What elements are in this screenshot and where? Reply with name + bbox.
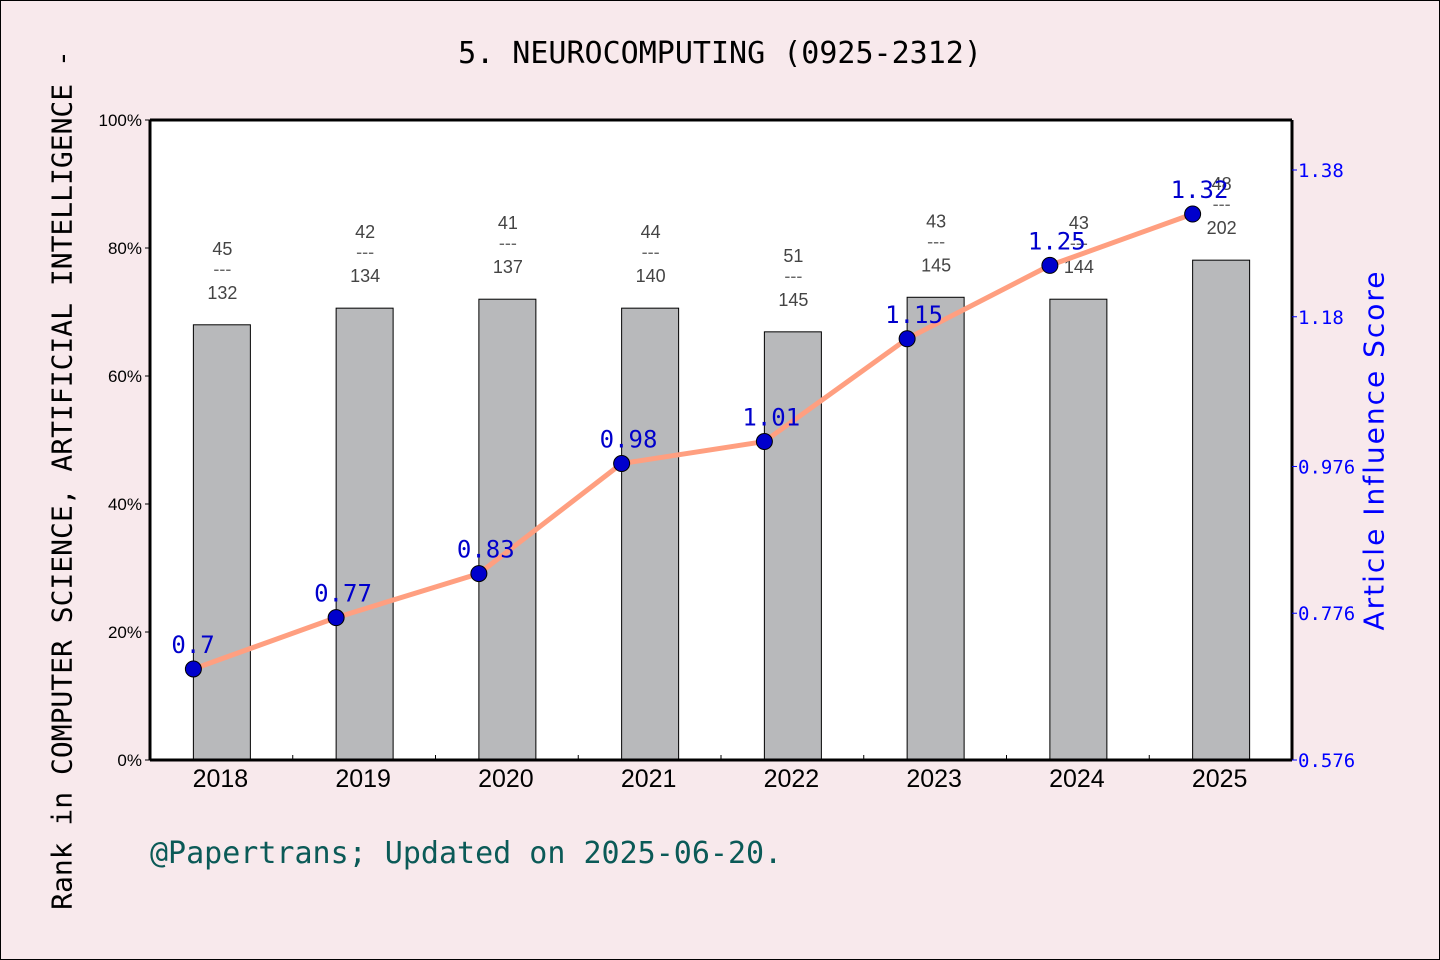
total-label: 134 — [350, 266, 380, 286]
ais-value-label: 0.98 — [600, 426, 658, 454]
right-tick-label: 1.18 — [1298, 307, 1344, 329]
ais-marker — [613, 455, 631, 473]
x-tick-label: 2022 — [764, 765, 820, 793]
x-tick-label: 2023 — [906, 765, 962, 793]
left-tick-label: 0% — [117, 751, 142, 770]
left-tick-label: 40% — [108, 495, 142, 514]
bar-2024 — [1049, 298, 1108, 761]
x-tick-label: 2024 — [1049, 765, 1105, 793]
rank-label: 48 — [1212, 174, 1232, 194]
rank-label: 41 — [498, 213, 518, 233]
rank-label: 51 — [783, 246, 803, 266]
left-tick-label: 60% — [108, 367, 142, 386]
right-tick-label: 1.38 — [1298, 160, 1344, 182]
total-label: 145 — [921, 255, 951, 275]
right-tick-label: 0.976 — [1298, 456, 1355, 478]
ais-value-label: 0.83 — [457, 536, 515, 564]
bar-2019 — [335, 307, 394, 761]
rank-divider: --- — [927, 231, 945, 251]
ais-marker — [184, 660, 202, 678]
chart-title: 5. NEUROCOMPUTING (0925-2312) — [458, 36, 982, 71]
ais-value-label: 1.01 — [742, 404, 800, 432]
left-tick-label: 20% — [108, 623, 142, 642]
left-tick-label: 100% — [99, 111, 142, 130]
plot-area — [150, 120, 1292, 760]
x-tick-label: 2025 — [1192, 765, 1248, 793]
ais-marker — [1184, 205, 1202, 223]
total-label: 137 — [493, 257, 523, 277]
rank-divider: --- — [1070, 233, 1088, 253]
rank-divider: --- — [1213, 194, 1231, 214]
total-label: 144 — [1064, 257, 1094, 277]
footer-credit: @Papertrans; Updated on 2025-06-20. — [150, 836, 783, 871]
bar-2023 — [906, 296, 965, 761]
ais-value-label: 0.77 — [314, 580, 372, 608]
total-label: 202 — [1207, 218, 1237, 238]
x-tick-label: 2020 — [478, 765, 534, 793]
total-label: 132 — [207, 283, 237, 303]
ais-value-label: 0.7 — [171, 631, 214, 659]
rank-label: 43 — [1069, 213, 1089, 233]
rank-divider: --- — [213, 259, 231, 279]
bar-2021 — [621, 307, 680, 761]
bar-2025 — [1192, 259, 1251, 761]
ais-marker — [755, 433, 773, 451]
rank-divider: --- — [642, 242, 660, 262]
total-label: 145 — [778, 290, 808, 310]
x-tick-label: 2019 — [335, 765, 391, 793]
right-tick-label: 0.776 — [1298, 603, 1355, 625]
ais-marker — [470, 565, 488, 583]
bar-2020 — [478, 298, 537, 761]
rank-label: 45 — [212, 239, 232, 259]
bar-2022 — [763, 331, 822, 761]
ais-marker — [1041, 256, 1059, 274]
right-tick-label: 0.576 — [1298, 750, 1355, 772]
rank-label: 42 — [355, 222, 375, 242]
rank-divider: --- — [356, 242, 374, 262]
ais-marker — [327, 609, 345, 627]
ais-line — [192, 211, 1194, 672]
ais-value-label: 1.15 — [885, 301, 943, 329]
x-tick-label: 2021 — [621, 765, 677, 793]
bar-2018 — [192, 324, 251, 761]
ais-value-label: 1.32 — [1171, 176, 1229, 204]
rank-label: 44 — [641, 222, 661, 242]
rank-divider: --- — [499, 233, 517, 253]
left-tick-label: 80% — [108, 239, 142, 258]
ais-value-label: 1.25 — [1028, 227, 1086, 255]
x-tick-label: 2018 — [193, 765, 249, 793]
rank-divider: --- — [784, 266, 802, 286]
ais-marker — [898, 330, 916, 348]
total-label: 140 — [636, 266, 666, 286]
rank-label: 43 — [926, 211, 946, 231]
